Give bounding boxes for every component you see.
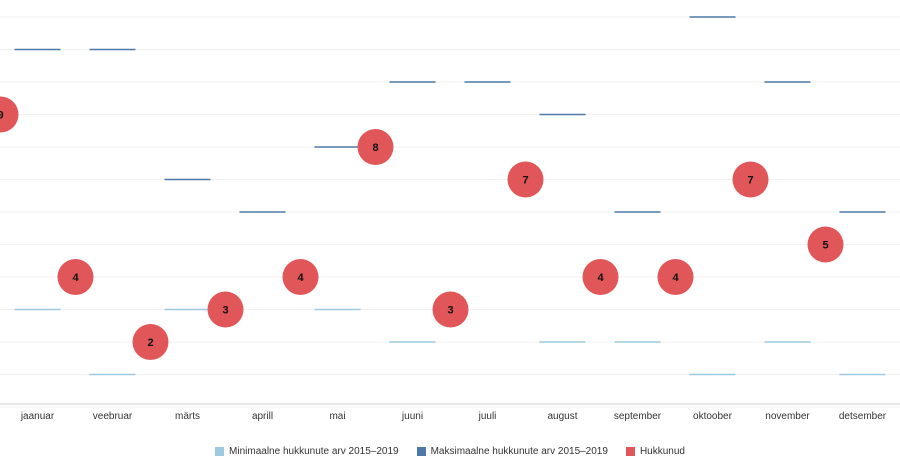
hukkunud-point bbox=[282, 259, 319, 295]
hukkunud-point bbox=[357, 129, 394, 165]
hukkunud-data-label: 4 bbox=[72, 272, 79, 284]
legend-label-hukkunud: Hukkunud bbox=[639, 446, 685, 457]
x-tick-label: märts bbox=[175, 411, 200, 422]
x-tick-label: juuli bbox=[478, 411, 497, 422]
x-tick-label: detsember bbox=[839, 411, 887, 422]
legend-item-hukkunud[interactable]: Hukkunud bbox=[625, 446, 685, 457]
hukkunud-data-label: 4 bbox=[297, 272, 304, 284]
hukkunud-data-label: 2 bbox=[147, 337, 153, 349]
hukkunud-point bbox=[657, 259, 694, 295]
hukkunud-point bbox=[807, 226, 844, 263]
hukkunud-data-label: 9 bbox=[0, 110, 4, 122]
hukkunud-data-label: 7 bbox=[747, 175, 753, 187]
hukkunud-data-label: 5 bbox=[822, 240, 828, 252]
legend: Minimaalne hukkunute arv 2015–2019 Maksi… bbox=[0, 446, 900, 457]
hukkunud-data-label: 8 bbox=[372, 142, 378, 154]
hukkunud-point bbox=[57, 259, 94, 295]
hukkunud-data-label: 4 bbox=[597, 272, 604, 284]
hukkunud-data-label: 3 bbox=[447, 305, 453, 317]
legend-label-min: Minimaalne hukkunute arv 2015–2019 bbox=[229, 446, 399, 457]
x-tick-label: juuni bbox=[401, 411, 423, 422]
legend-item-max[interactable]: Maksimaalne hukkunute arv 2015–2019 bbox=[416, 446, 608, 457]
x-tick-label: oktoober bbox=[693, 411, 733, 422]
legend-label-max: Maksimaalne hukkunute arv 2015–2019 bbox=[430, 446, 608, 457]
hukkunud-point bbox=[582, 259, 619, 295]
hukkunud-point bbox=[507, 161, 544, 198]
hukkunud-point bbox=[207, 291, 244, 328]
x-tick-label: veebruar bbox=[93, 411, 133, 422]
hukkunud-data-label: 4 bbox=[672, 272, 679, 284]
x-tick-label: august bbox=[547, 411, 577, 422]
hukkunud-point bbox=[0, 96, 19, 133]
x-tick-label: november bbox=[765, 411, 810, 422]
min-series bbox=[14, 308, 886, 376]
x-tick-label: aprill bbox=[252, 411, 273, 422]
legend-swatch-hukkunud bbox=[625, 447, 635, 456]
hukkunud-series: 9 4 2 3 4 8 3 7 4 4 7 5 bbox=[0, 96, 844, 360]
hukkunud-data-label: 7 bbox=[522, 175, 528, 187]
hukkunud-data-label: 3 bbox=[222, 305, 228, 317]
max-series bbox=[14, 16, 886, 213]
chart-plot: 9 4 2 3 4 8 3 7 4 4 7 5 jaanuar veebruar märts aprill m… bbox=[0, 16, 900, 422]
legend-swatch-min bbox=[215, 447, 225, 456]
hukkunud-point bbox=[432, 291, 469, 328]
x-tick-label: mai bbox=[329, 411, 345, 422]
gridlines bbox=[0, 16, 900, 408]
legend-swatch-max bbox=[416, 447, 426, 456]
hukkunud-point bbox=[732, 161, 769, 198]
legend-item-min[interactable]: Minimaalne hukkunute arv 2015–2019 bbox=[215, 446, 399, 457]
x-tick-label: jaanuar bbox=[20, 411, 55, 422]
x-tick-label: september bbox=[614, 411, 662, 422]
x-axis-labels: jaanuar veebruar märts aprill mai juuni juuli a… bbox=[20, 411, 887, 422]
hukkunud-point bbox=[132, 324, 169, 360]
